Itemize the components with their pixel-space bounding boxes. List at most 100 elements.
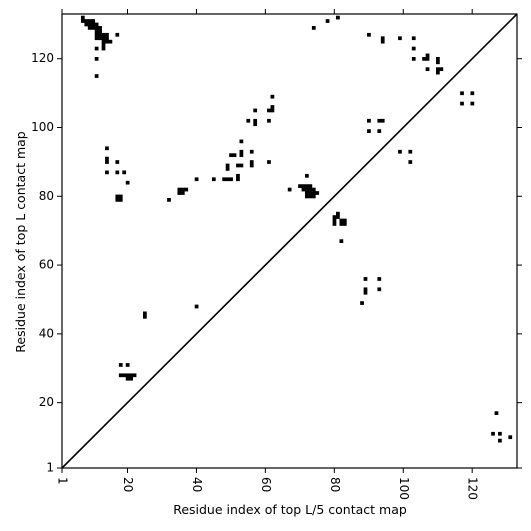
y-tick-label: 20 [39, 395, 54, 409]
contact-cell [425, 56, 430, 61]
contact-cell [101, 39, 106, 44]
contact-cell [115, 198, 120, 202]
contact-cell [267, 160, 271, 164]
contact-cell [411, 46, 416, 51]
contact-cell [311, 194, 316, 199]
contact-cell [94, 32, 99, 37]
contact-cell [125, 180, 130, 185]
contact-cell [305, 184, 309, 188]
contact-cell [101, 32, 106, 37]
contact-cell [101, 36, 106, 41]
contact-cell [129, 376, 133, 381]
x-tick-label: 60 [259, 477, 273, 492]
contact-cell [91, 26, 96, 30]
contact-cell [105, 160, 109, 164]
contact-cell [98, 36, 102, 41]
contact-cell [270, 108, 275, 113]
contact-cell [94, 29, 99, 34]
y-tick-label: 100 [31, 120, 54, 134]
contact-cell [132, 373, 137, 378]
y-tick-label: 80 [39, 189, 54, 203]
contact-cell [194, 304, 199, 309]
contact-cell [118, 373, 123, 378]
contact-cell [298, 184, 302, 188]
contact-cell [325, 19, 330, 23]
contact-cell [308, 184, 313, 188]
contact-cell [267, 118, 271, 123]
contact-cell [105, 32, 109, 37]
contact-cell [225, 167, 230, 171]
y-tick-label: 1 [46, 461, 54, 475]
contact-cell [332, 222, 337, 226]
contact-cell [94, 36, 99, 41]
contact-cell [143, 314, 147, 319]
contact-cell [311, 191, 316, 195]
contact-cell [115, 170, 120, 175]
contact-cell [249, 163, 254, 168]
contact-cell [315, 191, 320, 195]
contact-cell [380, 36, 385, 41]
contact-cell [270, 94, 275, 99]
contact-cell [194, 177, 199, 182]
contact-cell [225, 163, 230, 168]
contact-cell [105, 156, 109, 161]
contact-cell [425, 53, 430, 58]
contact-cell [336, 15, 340, 20]
x-tick-label: 100 [397, 477, 411, 500]
contact-cell [398, 149, 402, 154]
contact-cell [308, 191, 313, 195]
contact-cell [229, 153, 233, 158]
contact-cell [80, 19, 85, 23]
contact-cell [380, 118, 385, 123]
y-axis-label: Residue index of top L contact map [13, 131, 28, 352]
contact-cell [367, 118, 371, 123]
x-axis-label: Residue index of top L/5 contact map [173, 502, 407, 517]
contact-cell [408, 160, 413, 164]
contact-cell [239, 153, 244, 158]
contact-cell [236, 173, 240, 178]
contact-cell [115, 160, 120, 164]
contact-cell [336, 211, 340, 216]
contact-cell [470, 91, 475, 96]
contact-cell [363, 287, 368, 292]
contact-cell [332, 215, 337, 219]
contact-cell [494, 411, 499, 415]
contact-cell [246, 118, 251, 123]
contact-cell [87, 19, 92, 23]
contact-cell [377, 277, 382, 281]
contact-cell [249, 149, 254, 154]
contact-cell [222, 177, 227, 182]
contact-cell [305, 191, 309, 195]
contact-cell [211, 177, 216, 182]
contact-cell [460, 101, 464, 106]
x-tick-label: 1 [56, 477, 70, 485]
contact-cell [239, 149, 244, 154]
contact-cell [308, 187, 313, 192]
contact-cell [105, 146, 109, 151]
contact-cell [253, 122, 258, 127]
contact-cell [118, 198, 123, 202]
contact-cell [305, 194, 309, 199]
contact-cell [408, 149, 413, 154]
contact-cell [180, 187, 185, 192]
x-tick-label: 120 [466, 477, 480, 500]
x-tick-label: 80 [328, 477, 342, 492]
contact-cell [311, 26, 316, 30]
contact-cell [98, 26, 102, 30]
contact-cell [125, 373, 130, 378]
contact-cell [239, 163, 244, 168]
contact-cell [332, 218, 337, 223]
contact-cell [377, 118, 382, 123]
contact-cell [105, 36, 109, 41]
contact-cell [308, 194, 313, 199]
contact-cell [360, 301, 364, 305]
contact-cell [91, 22, 96, 27]
contact-cell [380, 39, 385, 44]
contact-cell [232, 153, 237, 158]
contact-cell [101, 43, 106, 47]
contact-cell [125, 363, 130, 367]
contact-cell [491, 431, 495, 436]
contact-cell [311, 187, 316, 192]
contact-cell [115, 194, 120, 199]
plot-frame [61, 13, 518, 469]
